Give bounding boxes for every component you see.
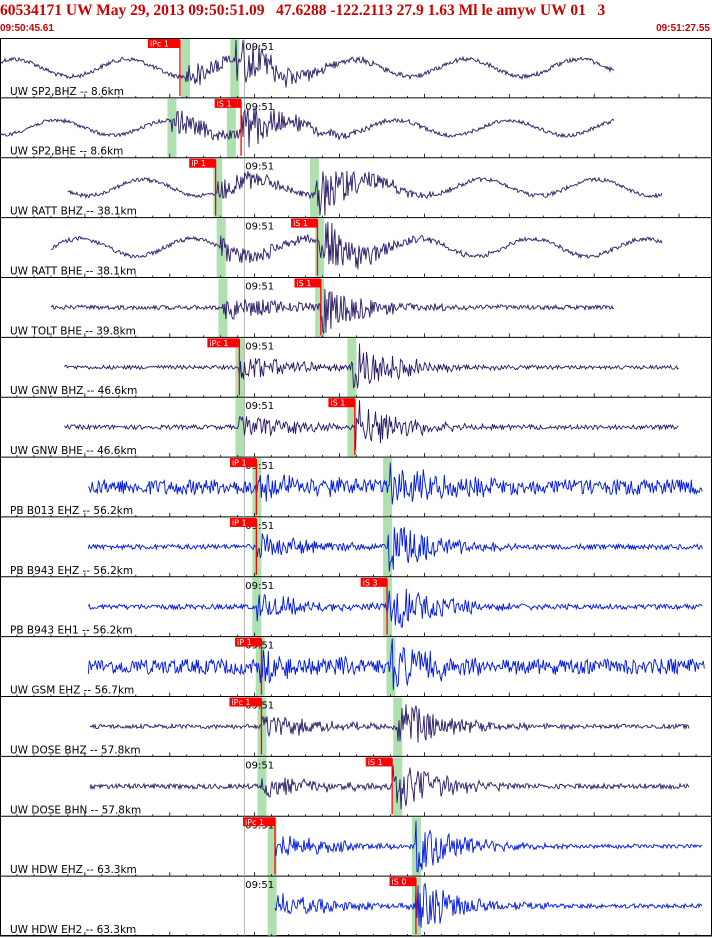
pick-label-box [189, 158, 216, 168]
minute-marker-label: 09:51 [245, 760, 274, 771]
theoretical-arrival-band [252, 577, 262, 637]
pick-label: iS 1 [330, 399, 345, 408]
theoretical-arrival-band [257, 757, 267, 817]
theoretical-arrival-band [310, 158, 320, 218]
theoretical-arrival-band [393, 757, 403, 817]
pick-label: iS 3 [363, 578, 378, 587]
channel-label: UW HDW EH2 -- 63.3km [10, 924, 136, 936]
pick-label: iP 1 [237, 638, 252, 647]
pick-label: iPc 1 [209, 339, 228, 348]
pick-label: iS 1 [293, 219, 308, 228]
minute-marker-label: 09:51 [245, 880, 274, 891]
channel-label: UW SP2,BHE -- 8.6km [10, 146, 123, 158]
waveform-trace [50, 288, 615, 335]
pick-label-box [291, 218, 318, 228]
channel-label: UW TOLT BHE -- 39.8km [10, 325, 136, 337]
waveform-trace [87, 527, 703, 572]
window-end-time: 09:51:27.55 [656, 23, 710, 34]
minute-marker-label: 09:51 [245, 461, 274, 472]
minute-marker-label: 09:51 [245, 581, 274, 592]
pick-label-box [229, 697, 262, 707]
pick-label-box [328, 398, 355, 408]
pick-label-box [214, 98, 242, 108]
minute-marker-label: 09:51 [245, 401, 274, 412]
pick-label-box [360, 577, 388, 587]
theoretical-arrival-band [181, 39, 191, 98]
pick-label: iPc 1 [231, 698, 250, 707]
minute-marker-label: 09:51 [245, 281, 274, 292]
waveform-trace [50, 221, 663, 270]
pick-label-box [229, 458, 257, 468]
pick-label-box [243, 817, 276, 827]
waveform-trace [64, 343, 679, 389]
pick-label: iS 1 [296, 279, 311, 288]
event-title: 60534171 UW May 29, 2013 09:50:51.09 47.… [0, 2, 606, 19]
channel-label: PB B943 EH1 -- 56.2km [10, 625, 133, 637]
minute-marker-label: 09:51 [245, 102, 274, 113]
pick-label: iP 1 [232, 459, 247, 468]
channel-label: UW GSM EHZ -- 56.7km [10, 685, 134, 697]
waveform-trace [0, 107, 615, 148]
channel-label: UW GNW BHZ -- 46.6km [10, 385, 137, 397]
waveform-trace [274, 820, 703, 873]
theoretical-arrival-band [213, 158, 223, 218]
minute-marker-label: 09:51 [245, 162, 274, 173]
theoretical-arrival-band [230, 39, 240, 98]
window-start-time: 09:50:45.61 [0, 23, 54, 34]
pick-label-box [294, 278, 321, 288]
channel-label: PB B013 EHZ -- 56.2km [10, 505, 133, 517]
channel-label: UW RATT BHE -- 38.1km [10, 265, 136, 277]
channel-label: UW DOSE BHN -- 57.8km [10, 804, 141, 816]
theoretical-arrival-band [267, 817, 277, 877]
pick-label-box [235, 637, 262, 647]
theoretical-arrival-band [347, 338, 357, 398]
minute-marker-label: 09:51 [245, 42, 274, 53]
theoretical-arrival-band [226, 98, 236, 158]
pick-label: iPc 1 [150, 40, 169, 49]
waveform-trace [274, 882, 703, 928]
waveform-trace [87, 588, 703, 628]
waveform-trace [64, 400, 679, 450]
minute-marker-label: 09:51 [245, 222, 274, 233]
channel-label: UW GNW BHE -- 46.6km [10, 445, 137, 457]
waveform-trace [67, 170, 663, 216]
pick-label: iPc 1 [245, 818, 264, 827]
waveform-trace [0, 39, 615, 88]
theoretical-arrival-band [235, 398, 245, 458]
pick-label-box [365, 757, 393, 767]
channel-label: UW HDW EHZ -- 63.3km [10, 864, 137, 876]
minute-marker-label: 09:51 [245, 521, 274, 532]
pick-label: iP 1 [232, 518, 247, 527]
pick-label: iS 0 [392, 878, 407, 887]
waveform-trace [89, 704, 690, 743]
pick-label-box [207, 338, 240, 348]
pick-label-box [389, 877, 416, 887]
pick-label: iP 1 [191, 159, 206, 168]
pick-label: iS 1 [368, 758, 383, 767]
theoretical-arrival-band [386, 637, 396, 697]
pick-label-box [147, 39, 180, 48]
theoretical-arrival-band [255, 637, 265, 697]
header: 60534171 UW May 29, 2013 09:50:51.09 47.… [0, 0, 712, 38]
theoretical-arrival-band [315, 278, 325, 338]
waveform-trace [87, 462, 703, 505]
channel-label: UW DOSE BHZ -- 57.8km [10, 744, 141, 756]
channel-label: PB B943 EHZ -- 56.2km [10, 565, 133, 577]
waveform-trace [87, 638, 705, 691]
pick-label-box [229, 517, 257, 527]
theoretical-arrival-band [393, 697, 403, 757]
waveform-trace [89, 765, 690, 810]
theoretical-arrival-band [267, 877, 277, 936]
minute-marker-label: 09:51 [245, 341, 274, 352]
pick-label: iS 1 [217, 99, 232, 108]
channel-label: UW RATT BHZ -- 38.1km [10, 206, 137, 218]
channel-label: UW SP2,BHZ -- 8.6km [10, 86, 124, 98]
